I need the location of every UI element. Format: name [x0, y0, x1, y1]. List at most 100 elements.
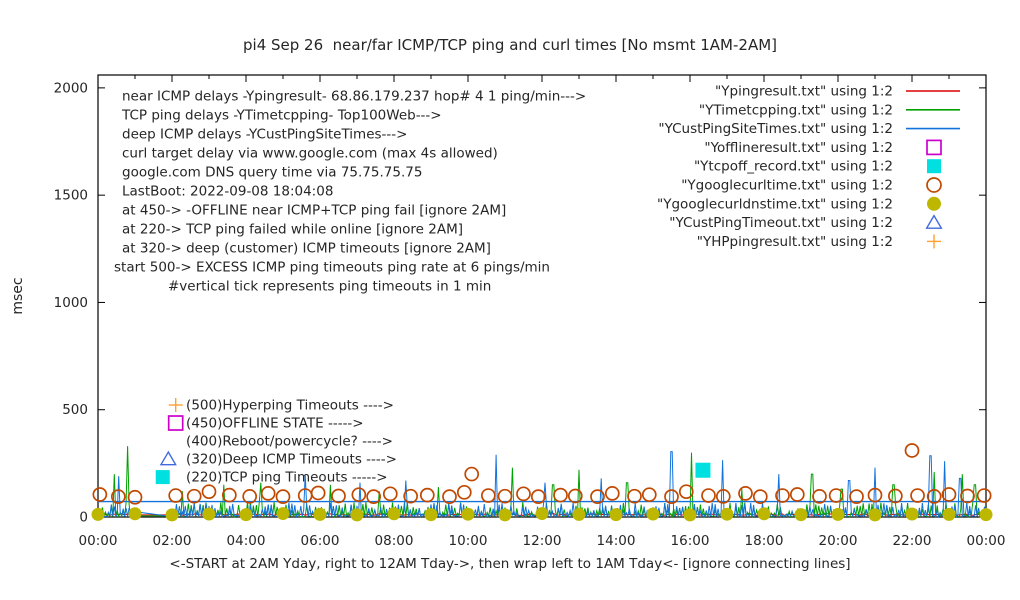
- legend-label: "YCustPingSiteTimes.txt" using 1:2: [658, 121, 893, 137]
- marker-Ygooglecurltime: [530, 489, 546, 504]
- marker-Ygooglecurldnstime: [905, 507, 919, 521]
- annotations: (500)Hyperping Timeouts ----> (450)OFFLIN…: [155, 397, 397, 486]
- annotation-text: (450)OFFLINE STATE ----->: [186, 416, 364, 432]
- marker-Ygooglecurltime: [849, 489, 864, 504]
- marker-Ygooglecurltime: [553, 487, 568, 503]
- legend-label: "YHPpingresult.txt" using 1:2: [697, 234, 893, 250]
- y-tick-label: 1500: [54, 188, 88, 204]
- marker-Ygooglecurltime: [275, 489, 291, 504]
- marker-Ygooglecurldnstime: [757, 507, 771, 521]
- marker-Ygooglecurltime: [590, 489, 605, 504]
- annotation-marker: [155, 470, 170, 485]
- marker-Ygooglecurltime: [715, 489, 731, 504]
- marker-Ygooglecurltime: [567, 488, 583, 504]
- marker-Ygooglecurldnstime: [868, 508, 882, 522]
- marker-Ygooglecurldnstime: [202, 507, 216, 521]
- marker-Ygooglecurltime: [910, 488, 925, 503]
- marker-Ygooglecurltime: [403, 488, 418, 504]
- scatter-Ytcpoff_record: [695, 462, 711, 478]
- legend-sample-marker: [926, 139, 942, 156]
- legend-row: "Yofflineresult.txt" using 1:2: [704, 139, 942, 156]
- marker-Ygooglecurltime: [775, 488, 790, 503]
- legend-row: "YCustPingTimeout.txt" using 1:2: [669, 214, 943, 231]
- marker-Ygooglecurltime: [310, 485, 326, 501]
- marker-Ygooglecurltime: [752, 489, 768, 504]
- marker-Ygooglecurltime: [738, 486, 753, 501]
- legend-row: "Ygooglecurltime.txt" using 1:2: [681, 177, 942, 194]
- marker-Ygooglecurltime: [481, 488, 496, 503]
- marker-Ygooglecurltime: [497, 488, 513, 504]
- marker-Ygooglecurltime: [678, 484, 694, 500]
- marker-Ygooglecurltime: [110, 489, 126, 504]
- x-tick-label: 16:00: [671, 533, 710, 549]
- marker-Ygooglecurldnstime: [831, 507, 845, 521]
- legend-sample-marker: [925, 214, 943, 229]
- marker-Ygooglecurltime: [812, 489, 827, 504]
- x-tick-label: 18:00: [745, 533, 784, 549]
- legend-sample-marker: [927, 196, 941, 211]
- y-tick-label: 2000: [54, 80, 88, 96]
- marker-Ygooglecurltime: [941, 487, 957, 502]
- legend-label: "Ygooglecurltime.txt" using 1:2: [681, 178, 893, 194]
- x-axis: 00:00 02:00 04:00 06:00 08:00 10:00 12:00 14:00…: [79, 75, 1006, 549]
- marker-Ygooglecurldnstime: [535, 507, 549, 521]
- legend-sample-marker: [927, 159, 941, 174]
- marker-Ygooglecurldnstime: [572, 507, 586, 521]
- x-tick-label: 08:00: [375, 533, 414, 549]
- marker-Ygooglecurltime: [201, 484, 217, 500]
- legend-label: "YCustPingTimeout.txt" using 1:2: [669, 215, 893, 231]
- marker-Ygooglecurldnstime: [387, 507, 401, 521]
- marker-Ygooglecurltime: [641, 487, 657, 503]
- info-line: google.com DNS query time via 75.75.75.7…: [122, 165, 422, 181]
- info-line: #vertical tick represents ping timeouts …: [168, 279, 491, 295]
- x-axis-caption: <-START at 2AM Yday, right to 12AM Tday-…: [169, 556, 851, 572]
- marker-Ytcpoff_record: [695, 462, 711, 478]
- scatter-Ygooglecurltime: [92, 443, 992, 505]
- x-tick-label: 00:00: [967, 533, 1006, 549]
- marker-Ygooglecurltime: [442, 489, 457, 504]
- marker-Ygooglecurltime: [168, 488, 184, 503]
- legend-label: "Ytcpoff_record.txt" using 1:2: [694, 159, 893, 175]
- marker-Ygooglecurldnstime: [609, 508, 623, 522]
- annotation-text: (320)Deep ICMP Timeouts ---->: [186, 452, 397, 468]
- info-line: curl target delay via www.google.com (ma…: [122, 146, 498, 162]
- marker-Ygooglecurltime: [464, 466, 480, 482]
- info-line: deep ICMP delays -YCustPingSiteTimes--->: [122, 127, 407, 143]
- legend-row: "YHPpingresult.txt" using 1:2: [697, 234, 941, 250]
- marker-Ygooglecurltime: [828, 488, 844, 503]
- marker-Ygooglecurltime: [976, 488, 992, 503]
- info-line: at 320-> deep (customer) ICMP timeouts […: [122, 241, 491, 257]
- legend-label: "Ygooglecurldnstime.txt" using 1:2: [657, 196, 893, 212]
- marker-Ygooglecurldnstime: [979, 508, 993, 522]
- x-tick-label: 04:00: [227, 533, 266, 549]
- x-tick-label: 00:00: [79, 533, 118, 549]
- marker-Ygooglecurltime: [366, 489, 381, 504]
- marker-Ygooglecurldnstime: [461, 507, 475, 521]
- annotation-text: (500)Hyperping Timeouts ---->: [186, 397, 394, 413]
- marker-Ygooglecurltime: [960, 488, 975, 504]
- marker-Ygooglecurltime: [242, 489, 258, 504]
- marker-Ygooglecurldnstime: [424, 508, 438, 522]
- x-tick-label: 22:00: [893, 533, 932, 549]
- marker-Ygooglecurltime: [127, 489, 143, 505]
- marker-Ygooglecurltime: [419, 487, 435, 503]
- annotation-text: (400)Reboot/powercycle? ---->: [186, 434, 393, 450]
- info-line: TCP ping delays -YTimetcpping- Top100Web…: [121, 108, 442, 124]
- marker-Ygooglecurltime: [331, 488, 346, 504]
- marker-Ygooglecurltime: [627, 488, 642, 504]
- marker-Ygooglecurldnstime: [165, 508, 179, 522]
- marker-Ygooglecurltime: [926, 489, 942, 504]
- marker-Ygooglecurltime: [456, 484, 472, 500]
- marker-Ygooglecurldnstime: [720, 507, 734, 521]
- marker-Ygooglecurldnstime: [313, 507, 327, 521]
- x-tick-label: 10:00: [449, 533, 488, 549]
- marker-Ygooglecurltime: [867, 487, 883, 503]
- marker-Ygooglecurldnstime: [239, 508, 253, 522]
- marker-Ygooglecurldnstime: [498, 508, 512, 522]
- marker-Ygooglecurldnstime: [91, 507, 105, 521]
- legend-label: "Yofflineresult.txt" using 1:2: [704, 140, 893, 156]
- marker-Ygooglecurltime: [186, 488, 202, 504]
- info-line: at 220-> TCP ping failed while online [i…: [122, 222, 463, 238]
- annotation-marker: [167, 415, 184, 431]
